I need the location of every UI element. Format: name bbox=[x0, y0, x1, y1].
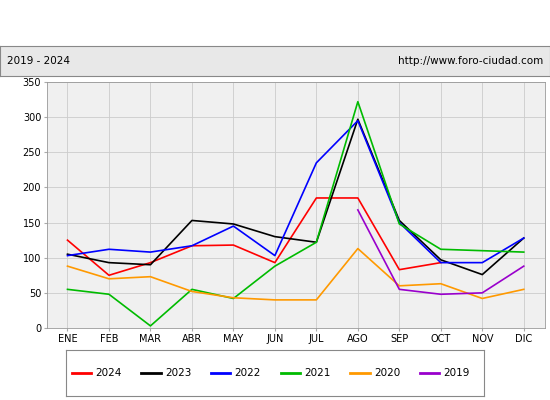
Text: 2023: 2023 bbox=[165, 368, 191, 378]
Text: 2019: 2019 bbox=[444, 368, 470, 378]
Text: 2024: 2024 bbox=[95, 368, 122, 378]
Text: 2020: 2020 bbox=[374, 368, 400, 378]
Text: 2021: 2021 bbox=[304, 368, 331, 378]
Text: 2022: 2022 bbox=[235, 368, 261, 378]
Text: Evolucion Nº Turistas Extranjeros en el municipio de Deleitosa: Evolucion Nº Turistas Extranjeros en el … bbox=[68, 16, 482, 30]
Text: http://www.foro-ciudad.com: http://www.foro-ciudad.com bbox=[398, 56, 543, 66]
Text: 2019 - 2024: 2019 - 2024 bbox=[7, 56, 70, 66]
